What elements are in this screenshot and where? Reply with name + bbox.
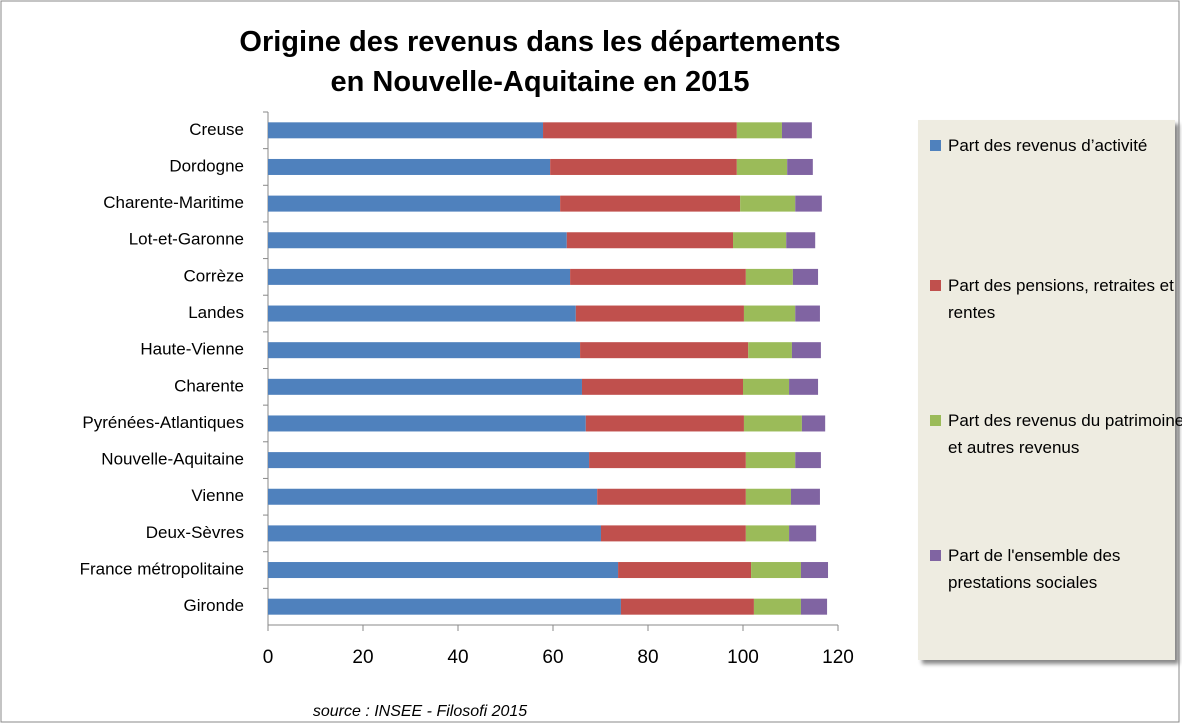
bar-segment	[786, 232, 816, 249]
bar-segment	[268, 232, 567, 249]
bar-segment	[620, 598, 754, 615]
bar-segment	[789, 525, 817, 542]
bar-segment	[268, 488, 598, 505]
y-tick-label: Dordogne	[169, 156, 244, 175]
legend-swatch	[930, 415, 941, 426]
bar-segment	[268, 342, 581, 359]
bar-segment	[740, 195, 796, 212]
y-tick-label: Lot-et-Garonne	[129, 230, 244, 249]
bar-segment	[751, 562, 801, 579]
bar-segment	[736, 122, 782, 139]
bar-segment	[736, 158, 788, 175]
bar-segment	[268, 122, 544, 139]
y-tick-label: Charente	[174, 376, 244, 395]
bar-segment	[268, 415, 586, 432]
y-tick-label: Creuse	[189, 120, 244, 139]
bar-segment	[800, 562, 829, 579]
legend-item: Part des revenus du patrimoine et autres…	[930, 407, 1182, 461]
legend: Part des revenus d’activité Part des pens…	[918, 120, 1182, 660]
legend-swatch	[930, 280, 941, 291]
x-tick-label: 20	[352, 647, 373, 668]
y-tick-label: Nouvelle-Aquitaine	[101, 450, 244, 469]
bar-segment	[800, 598, 828, 615]
bar-segment	[789, 378, 819, 395]
bar-segment	[753, 598, 801, 615]
legend-swatch	[930, 550, 941, 561]
bar-segment	[560, 195, 741, 212]
bar-segment	[743, 378, 790, 395]
bar-segment	[743, 415, 802, 432]
legend-swatch	[930, 140, 941, 151]
y-tick-label: France métropolitaine	[80, 560, 244, 579]
x-tick-label: 80	[637, 647, 658, 668]
bar-segment	[790, 488, 820, 505]
bar-segment	[791, 342, 821, 359]
legend-item: Part de l'ensemble des prestations socia…	[930, 542, 1182, 596]
x-tick-label: 120	[822, 647, 854, 668]
bar-segment	[575, 305, 744, 322]
x-tick-label: 60	[542, 647, 563, 668]
bar-segment	[550, 158, 737, 175]
bar-segment	[597, 488, 746, 505]
bar-segment	[745, 525, 790, 542]
y-tick-label: Haute-Vienne	[140, 340, 244, 359]
bar-segment	[795, 195, 822, 212]
bar-segment	[268, 598, 621, 615]
x-tick-label: 0	[263, 647, 274, 668]
y-tick-label: Vienne	[191, 486, 244, 505]
chart-title: Origine des revenus dans les département…	[239, 26, 841, 98]
bar-segment	[566, 232, 734, 249]
bar-segment	[589, 452, 746, 469]
bar-segment	[581, 378, 743, 395]
bar-segment	[618, 562, 752, 579]
x-tick-label: 40	[447, 647, 468, 668]
y-tick-label: Charente-Maritime	[103, 193, 244, 212]
bar-segment	[585, 415, 744, 432]
bar-segment	[268, 158, 551, 175]
y-tick-label: Gironde	[184, 596, 244, 615]
bar-segment	[268, 268, 571, 285]
source: source : INSEE - Filosofi 2015	[313, 703, 527, 720]
legend-label: Part des revenus d’activité	[948, 136, 1148, 155]
bar-segment	[268, 305, 576, 322]
bar-segment	[543, 122, 737, 139]
y-tick-label: Deux-Sèvres	[146, 523, 244, 542]
bar-segment	[743, 305, 796, 322]
bar-segment	[795, 452, 821, 469]
bar-segment	[745, 452, 796, 469]
bar-segment	[268, 195, 561, 212]
bar-segment	[795, 305, 820, 322]
legend-label: Part des revenus du patrimoine et autres…	[948, 411, 1182, 457]
y-tick-label: Corrèze	[184, 266, 244, 285]
legend-item: Part des pensions, retraites et rentes	[930, 272, 1182, 326]
bar-segment	[570, 268, 746, 285]
bar-segment	[268, 452, 590, 469]
legend-label: Part des pensions, retraites et rentes	[948, 276, 1174, 322]
bar-segment	[745, 268, 793, 285]
bar-segment	[745, 488, 791, 505]
bar-segment	[781, 122, 812, 139]
legend-label: Part de l'ensemble des prestations socia…	[948, 546, 1121, 592]
bar-segment	[733, 232, 787, 249]
bar-segment	[748, 342, 792, 359]
bar-segment	[268, 378, 582, 395]
bar-segment	[268, 562, 619, 579]
bar-segment	[580, 342, 749, 359]
bar-segment	[787, 158, 813, 175]
bar-segment	[792, 268, 819, 285]
bar-segment	[801, 415, 826, 432]
bar-segment	[600, 525, 746, 542]
legend-item: Part des revenus d’activité	[930, 132, 1182, 159]
y-tick-label: Pyrénées-Atlantiques	[82, 413, 244, 432]
x-tick-label: 100	[727, 647, 759, 668]
bar-segment	[268, 525, 601, 542]
y-tick-label: Landes	[188, 303, 244, 322]
